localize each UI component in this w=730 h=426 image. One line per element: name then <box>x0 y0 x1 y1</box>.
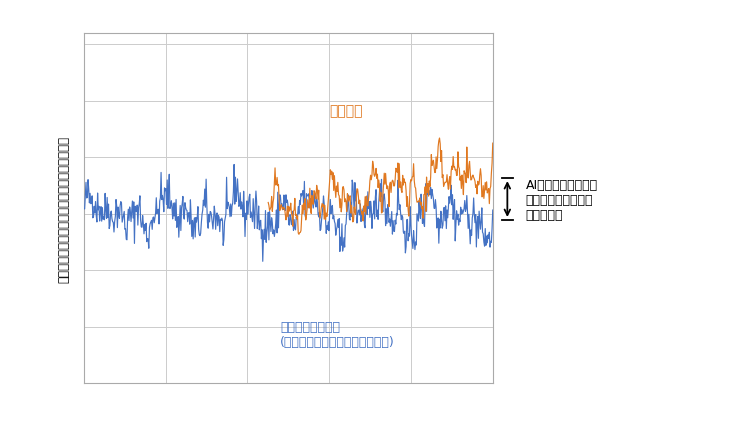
Text: AIでズレを検知する
ことで、故障の予兆
をとらえる: AIでズレを検知する ことで、故障の予兆 をとらえる <box>526 178 598 221</box>
Text: 実際の値: 実際の値 <box>329 104 363 118</box>
Text: 正常時のふるまい
(ディープラーニングによる予測): 正常時のふるまい (ディープラーニングによる予測) <box>280 320 395 348</box>
Y-axis label: 故障の予兆が現れやすい機械・センサーデータ: 故障の予兆が現れやすい機械・センサーデータ <box>58 135 71 282</box>
